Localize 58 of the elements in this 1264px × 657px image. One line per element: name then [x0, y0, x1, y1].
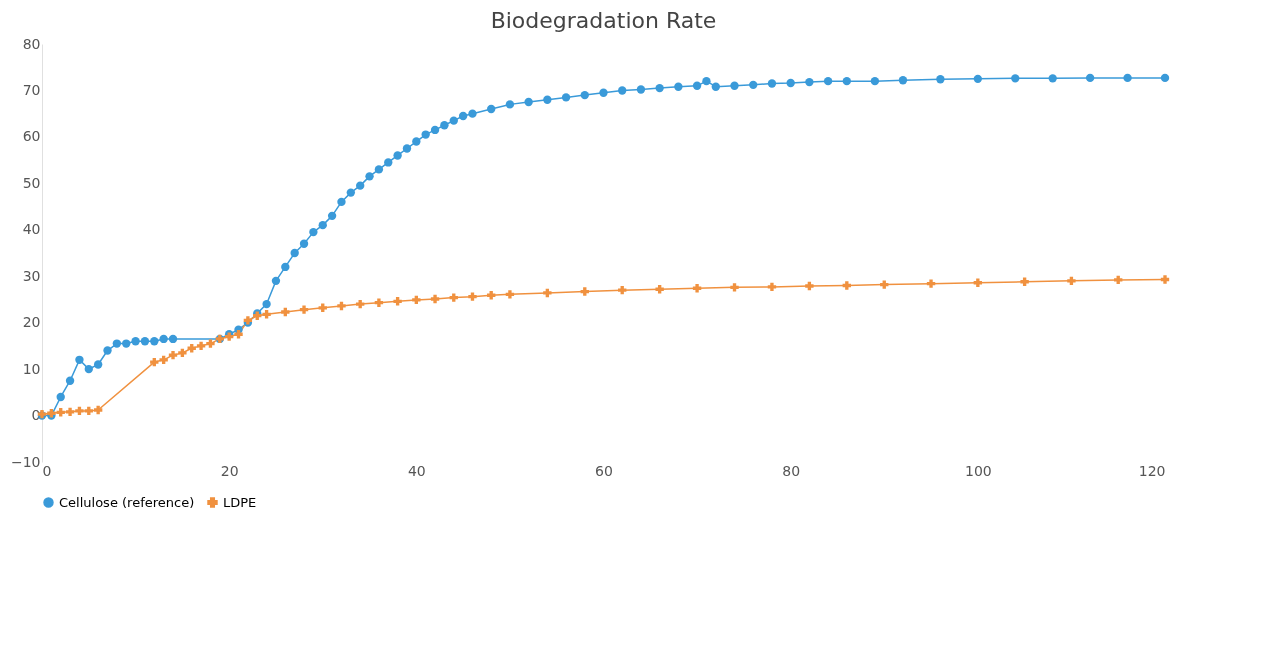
- point: [75, 406, 84, 416]
- y-tick-label: 20: [22, 314, 41, 331]
- point: [337, 301, 346, 311]
- legend-label: LDPE: [223, 494, 257, 510]
- point: [1114, 275, 1123, 285]
- point: [150, 357, 159, 367]
- point: [299, 305, 309, 314]
- y-tick-label: 50: [22, 174, 41, 191]
- x-tick-label: 40: [407, 462, 426, 479]
- point: [262, 310, 271, 319]
- point: [1067, 276, 1076, 286]
- point: [805, 281, 814, 291]
- point: [65, 407, 75, 417]
- point: [505, 290, 515, 299]
- legend-label: Cellulose (reference): [59, 494, 195, 510]
- x-tick-label: 0: [42, 462, 52, 479]
- point: [655, 285, 664, 294]
- point: [730, 283, 739, 292]
- point: [281, 307, 290, 317]
- point: [178, 348, 187, 358]
- point: [842, 281, 851, 290]
- point: [618, 285, 627, 295]
- point: [767, 282, 777, 292]
- point: [880, 280, 889, 289]
- point: [1160, 275, 1170, 284]
- point: [430, 294, 440, 304]
- point: [206, 339, 215, 348]
- point: [1020, 277, 1029, 286]
- y-tick-label: 60: [22, 128, 41, 145]
- y-tick-label: 30: [22, 267, 41, 284]
- x-tick-label: 120: [1138, 462, 1166, 479]
- x-tick-label: 100: [964, 462, 992, 479]
- point: [468, 292, 477, 301]
- point: [168, 350, 178, 360]
- x-tick-label: 20: [220, 462, 239, 479]
- point: [449, 293, 458, 302]
- point: [196, 341, 206, 351]
- x-tick-label: 80: [782, 462, 801, 479]
- point: [374, 298, 384, 307]
- point: [973, 278, 983, 287]
- y-tick-label: 80: [22, 35, 41, 52]
- point: [234, 330, 243, 339]
- y-tick-label: −10: [10, 453, 41, 470]
- point: [93, 405, 103, 415]
- point: [412, 295, 421, 305]
- point: [543, 288, 552, 298]
- point: [393, 297, 402, 306]
- y-tick-label: 40: [22, 221, 41, 238]
- point: [692, 284, 702, 293]
- chart-title: Biodegradation Rate: [490, 8, 717, 33]
- y-tick-label: 70: [22, 81, 41, 98]
- point: [84, 406, 93, 416]
- point: [159, 355, 168, 365]
- point: [580, 287, 589, 296]
- point: [926, 279, 936, 288]
- x-tick-label: 60: [595, 462, 613, 479]
- point: [356, 299, 365, 309]
- y-tick-label: 10: [22, 360, 41, 377]
